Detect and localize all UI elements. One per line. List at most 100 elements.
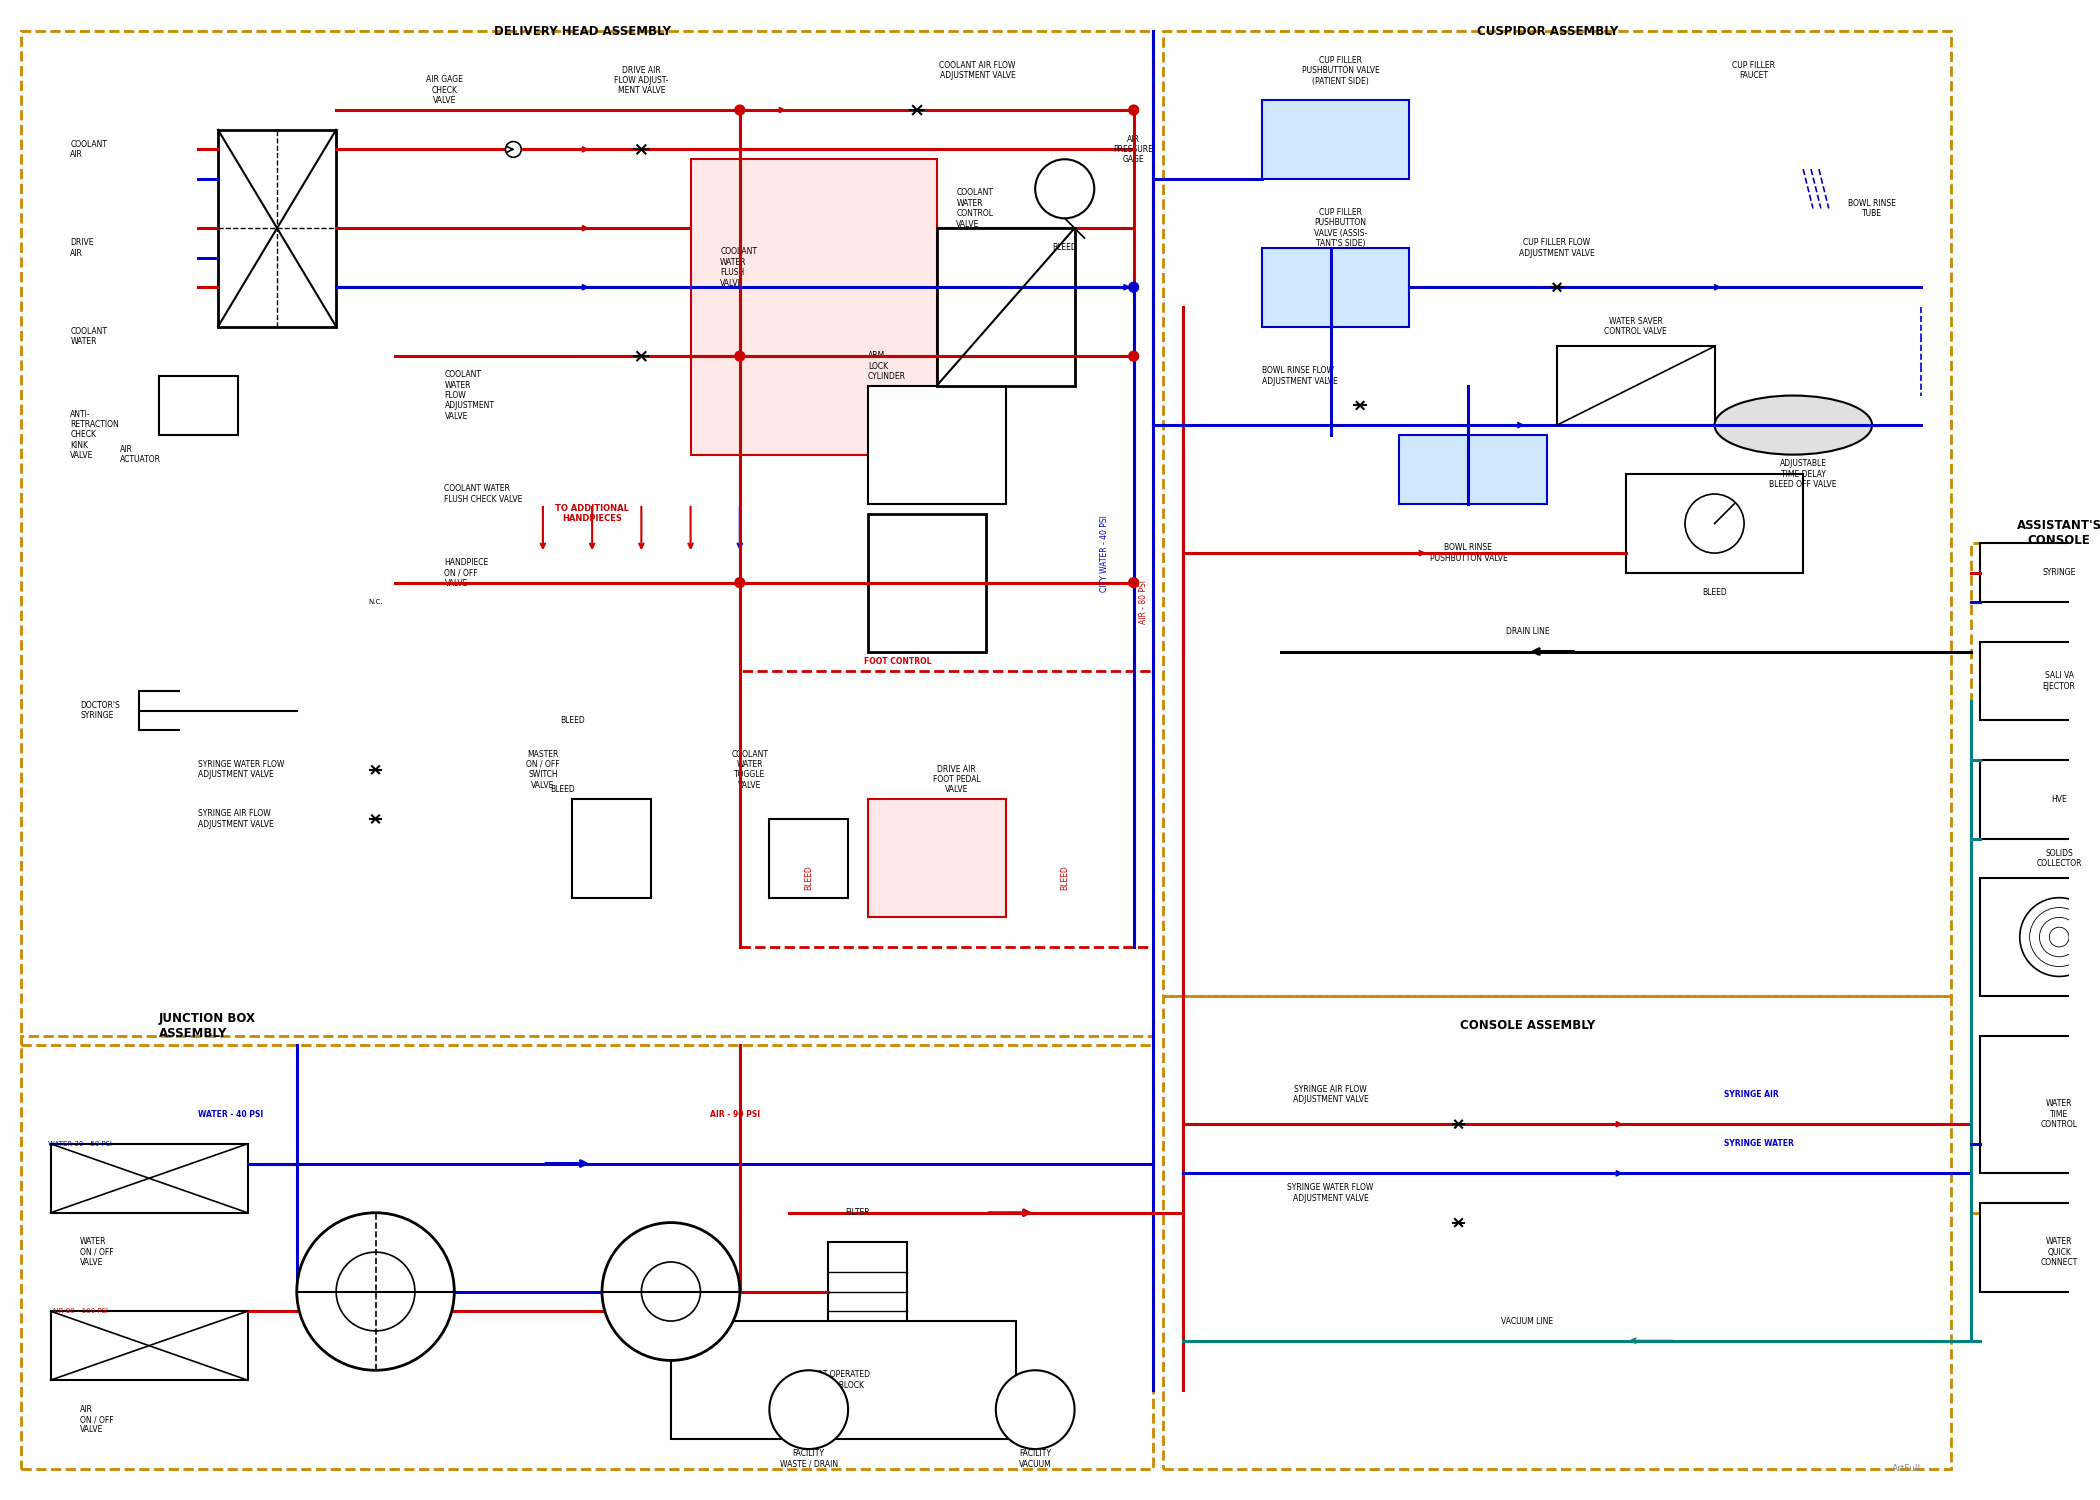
Text: WATER SAVER
CONTROL VALVE: WATER SAVER CONTROL VALVE — [1604, 316, 1667, 336]
Text: HANDPIECE
ON / OFF
VALVE: HANDPIECE ON / OFF VALVE — [445, 558, 489, 588]
Text: BLEED: BLEED — [1703, 588, 1726, 597]
Bar — [691, 159, 937, 454]
Bar — [50, 1144, 248, 1214]
Text: JUNCTION BOX
ASSEMBLY: JUNCTION BOX ASSEMBLY — [160, 1011, 256, 1040]
Text: BLEED: BLEED — [550, 784, 575, 794]
Text: CUP FILLER
FAUCET: CUP FILLER FAUCET — [1732, 62, 1774, 81]
Circle shape — [1128, 105, 1138, 116]
Text: BOWL RINSE
TUBE: BOWL RINSE TUBE — [1848, 200, 1896, 217]
Text: DRIVE AIR
FLOW ADJUST-
MENT VALVE: DRIVE AIR FLOW ADJUST- MENT VALVE — [613, 66, 668, 96]
Bar — [1262, 248, 1409, 327]
Text: ADJUSTABLE
TIME DELAY
BLEED OFF VALVE: ADJUSTABLE TIME DELAY BLEED OFF VALVE — [1770, 459, 1838, 489]
Text: TO ADDITIONAL
HANDPIECES: TO ADDITIONAL HANDPIECES — [554, 504, 630, 524]
Text: AIR GAGE
CHECK
VALVE: AIR GAGE CHECK VALVE — [426, 75, 462, 105]
Bar — [50, 1311, 248, 1380]
Bar — [1980, 543, 2100, 603]
Bar — [21, 1035, 1153, 1468]
Circle shape — [336, 1252, 416, 1330]
Text: WATER 30 - 50 PSI: WATER 30 - 50 PSI — [48, 1142, 111, 1148]
Text: AIR
REGULATOR
(80 PSI): AIR REGULATOR (80 PSI) — [647, 1276, 695, 1306]
Text: SYRINGE: SYRINGE — [2043, 568, 2075, 578]
Text: CUP FILLER
PUSHBUTTON VALVE
(PATIENT SIDE): CUP FILLER PUSHBUTTON VALVE (PATIENT SID… — [1302, 56, 1380, 86]
Text: CONSOLE ASSEMBLY: CONSOLE ASSEMBLY — [1460, 1019, 1596, 1032]
Circle shape — [1128, 351, 1138, 361]
Bar — [827, 1242, 907, 1360]
Text: BOWL RINSE
PUSHBUTTON VALVE: BOWL RINSE PUSHBUTTON VALVE — [1430, 543, 1508, 562]
Text: SYRINGE AIR: SYRINGE AIR — [1724, 1090, 1779, 1100]
Text: FACILITY
WASTE / DRAIN: FACILITY WASTE / DRAIN — [779, 1449, 838, 1468]
Text: MASTER
ON / OFF
SWITCH
VALVE: MASTER ON / OFF SWITCH VALVE — [527, 750, 561, 790]
Bar — [670, 1322, 1016, 1438]
Text: DRAIN LINE: DRAIN LINE — [1506, 627, 1550, 636]
Text: FILTER: FILTER — [846, 1209, 869, 1218]
Text: DOCTOR'S
SYRINGE: DOCTOR'S SYRINGE — [80, 700, 120, 720]
Bar — [1980, 1203, 2100, 1292]
Text: ASSISTANT'S
CONSOLE: ASSISTANT'S CONSOLE — [2016, 519, 2100, 548]
Text: COOLANT
WATER
TOGGLE
VALVE: COOLANT WATER TOGGLE VALVE — [731, 750, 769, 790]
Text: SYRINGE WATER FLOW
ADJUSTMENT VALVE: SYRINGE WATER FLOW ADJUSTMENT VALVE — [197, 760, 286, 780]
Text: WATER
REGULATOR
(40 PSI): WATER REGULATOR (40 PSI) — [353, 1276, 399, 1306]
Text: ARM
LOCK
CYLINDER
VALVE: ARM LOCK CYLINDER VALVE — [867, 464, 905, 504]
Text: BLEED: BLEED — [804, 865, 813, 891]
Circle shape — [296, 1214, 454, 1371]
Bar — [1163, 32, 1951, 996]
Text: SYRINGE WATER FLOW
ADJUSTMENT VALVE: SYRINGE WATER FLOW ADJUSTMENT VALVE — [1287, 1184, 1373, 1203]
Text: COOLANT
WATER
FLUSH
VALVE: COOLANT WATER FLUSH VALVE — [720, 248, 758, 288]
Text: SCREEN: SCREEN — [842, 1268, 874, 1276]
Ellipse shape — [1714, 396, 1871, 454]
Bar — [1980, 760, 2100, 839]
Text: BLEED: BLEED — [1052, 243, 1077, 252]
Text: DELIVERY HEAD ASSEMBLY: DELIVERY HEAD ASSEMBLY — [494, 26, 670, 38]
Text: ArtFull: ArtFull — [1892, 1464, 1922, 1473]
Circle shape — [603, 1222, 739, 1360]
Text: AIR
ACTUATOR: AIR ACTUATOR — [120, 446, 160, 465]
Text: N.C.: N.C. — [368, 600, 382, 606]
Bar — [867, 800, 1006, 918]
Circle shape — [2020, 897, 2098, 977]
Bar — [739, 670, 1153, 946]
Circle shape — [735, 105, 746, 116]
Bar — [1980, 878, 2100, 996]
Text: SYRINGE AIR FLOW
ADJUSTMENT VALVE: SYRINGE AIR FLOW ADJUSTMENT VALVE — [1294, 1084, 1369, 1104]
Text: DRIVE AIR
FOOT PEDAL
VALVE: DRIVE AIR FOOT PEDAL VALVE — [932, 765, 981, 795]
Text: CUP FILLER
PUSHBUTTON
VALVE (ASSIS-
TANT'S SIDE): CUP FILLER PUSHBUTTON VALVE (ASSIS- TANT… — [1315, 209, 1367, 249]
Text: COOLANT
WATER
FLOW
ADJUSTMENT
VALVE: COOLANT WATER FLOW ADJUSTMENT VALVE — [445, 370, 494, 422]
Text: CUP FILLER FLOW
ADJUSTMENT VALVE: CUP FILLER FLOW ADJUSTMENT VALVE — [1518, 238, 1594, 258]
Text: AIR - 80 PSI: AIR - 80 PSI — [1138, 580, 1149, 624]
Text: WATER
ON / OFF
VALVE: WATER ON / OFF VALVE — [80, 1238, 113, 1268]
Text: VACUUM LINE: VACUUM LINE — [1502, 1317, 1554, 1326]
Circle shape — [995, 1371, 1075, 1449]
Text: AIR
PRESSURE
GAGE: AIR PRESSURE GAGE — [1113, 135, 1153, 165]
Bar — [867, 513, 987, 651]
Text: HVE: HVE — [2052, 795, 2066, 804]
Text: SYRINGE WATER: SYRINGE WATER — [1724, 1140, 1793, 1149]
Text: BLEED: BLEED — [1060, 865, 1069, 891]
Text: SOLIDS
COLLECTOR: SOLIDS COLLECTOR — [2037, 849, 2081, 868]
Text: COOLANT AIR FLOW
ADJUSTMENT VALVE: COOLANT AIR FLOW ADJUSTMENT VALVE — [939, 62, 1016, 81]
Bar — [1262, 100, 1409, 178]
Circle shape — [1128, 282, 1138, 292]
Circle shape — [1684, 494, 1745, 554]
Text: COOLANT
WATER: COOLANT WATER — [69, 327, 107, 346]
Text: BLEED: BLEED — [561, 716, 584, 724]
Text: AIR
ON / OFF
VALVE: AIR ON / OFF VALVE — [80, 1404, 113, 1434]
Bar — [867, 386, 1006, 504]
Text: WATER
TIME
CONTROL: WATER TIME CONTROL — [2041, 1100, 2077, 1130]
Text: PILOT OPERATED
VALVE BLOCK: PILOT OPERATED VALVE BLOCK — [806, 1371, 869, 1390]
Text: COOLANT WATER
FLUSH CHECK VALVE: COOLANT WATER FLUSH CHECK VALVE — [445, 484, 523, 504]
Bar — [1163, 996, 1951, 1468]
Text: FOOT CONTROL: FOOT CONTROL — [863, 657, 930, 666]
Text: FACILITY
VACUUM: FACILITY VACUUM — [1018, 1449, 1052, 1468]
Bar — [218, 129, 336, 327]
Bar — [1980, 1035, 2100, 1173]
Text: AIR - 90 PSI: AIR - 90 PSI — [710, 1110, 760, 1119]
Bar — [160, 376, 237, 435]
Text: ARM
LOCK
CYLINDER: ARM LOCK CYLINDER — [867, 351, 905, 381]
Circle shape — [735, 578, 746, 588]
Text: COOLANT
AIR: COOLANT AIR — [69, 140, 107, 159]
Text: DRIVE
AIR: DRIVE AIR — [69, 238, 94, 258]
Circle shape — [506, 141, 521, 158]
Text: BOWL RINSE FLOW
ADJUSTMENT VALVE: BOWL RINSE FLOW ADJUSTMENT VALVE — [1262, 366, 1338, 386]
Bar — [21, 32, 1153, 1046]
Bar — [937, 228, 1075, 386]
